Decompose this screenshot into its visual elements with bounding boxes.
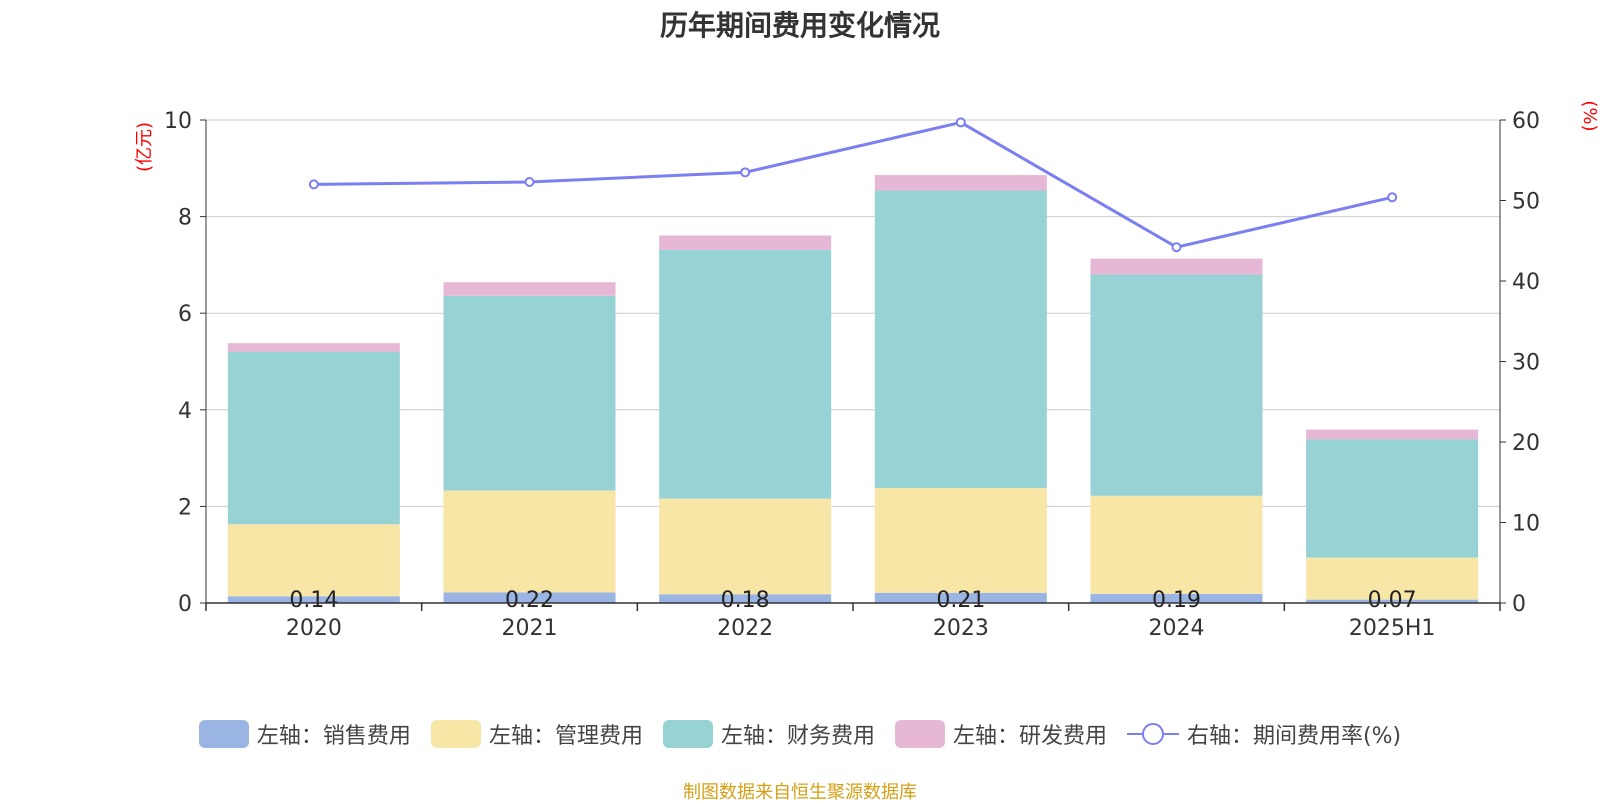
x-axis-tick-label: 2021 [502,616,558,641]
legend-label-sales: 左轴：销售费用 [256,724,411,749]
bar-segment [659,594,832,603]
right-axis-tick-label: 10 [1512,512,1540,537]
bar-segment [659,498,832,595]
left-axis-tick-label: 6 [178,302,192,327]
x-axis-tick-label: 2024 [1149,616,1205,641]
legend-item-rnd[interactable]: 左轴：研发费用 [894,718,1107,750]
bar-segment [659,235,832,250]
bar-segment [1306,599,1479,603]
bar-segment [1306,429,1479,440]
right-axis-tick-label: 40 [1512,270,1540,295]
legend-item-admin[interactable]: 左轴：管理费用 [430,718,643,750]
bar-data-label: 0.07 [1368,588,1417,613]
x-axis-tick-label: 2022 [717,616,773,641]
x-axis-tick-label: 2020 [286,616,342,641]
right-axis-tick-label: 50 [1512,190,1540,215]
rate-point [308,179,319,190]
left-axis-tick-label: 10 [164,109,192,134]
left-axis-unit-label: (亿元) [134,122,155,172]
bar-segment [227,343,400,352]
legend-label-rate: 右轴：期间费用率(%) [1186,724,1402,749]
legend-item-finance[interactable]: 左轴：财务费用 [662,718,875,750]
legend-swatch-finance [662,720,713,748]
bar-segment [443,592,616,603]
legend-item-rate[interactable]: 右轴：期间费用率(%) [1126,718,1402,750]
legend-label-rnd: 左轴：研发费用 [952,724,1107,749]
bar-segment [443,282,616,296]
bar-data-label: 0.21 [936,588,985,613]
x-axis-tick-label: 2023 [933,616,989,641]
right-axis-tick-label: 20 [1512,431,1540,456]
legend-swatch-admin [430,720,481,748]
bar-segment [227,596,400,603]
bar-data-label: 0.22 [505,588,554,613]
rate-point [1387,192,1398,203]
rate-line [313,120,1393,249]
bar-data-label: 0.14 [289,588,338,613]
right-axis-tick-label: 30 [1512,351,1540,376]
chart-title: 历年期间费用变化情况 [659,9,940,42]
right-axis-unit-label: (%) [1579,100,1600,131]
bar-segment [874,190,1047,489]
legend-label-admin: 左轴：管理费用 [488,724,643,749]
bar-segment [1090,593,1263,603]
bar-segment [227,524,400,597]
right-axis-tick-label: 60 [1512,109,1540,134]
bar-segment [659,249,832,499]
bar-segment [443,295,616,491]
bar-segment [1090,495,1263,594]
bar-segment [1090,274,1263,496]
legend-label-finance: 左轴：财务费用 [720,724,875,749]
bar-segment [1306,557,1479,600]
rate-point [740,167,751,178]
bar-segment [874,592,1047,603]
left-axis-tick-label: 0 [178,592,192,617]
legend-swatch-sales [198,720,249,748]
bar-segment [874,175,1047,191]
legend-line-marker-icon [1126,723,1179,745]
rate-point [524,176,535,187]
right-axis-tick-label: 0 [1512,592,1526,617]
left-axis-tick-label: 2 [178,495,192,520]
bar-segment [227,351,400,525]
bar-data-label: 0.19 [1152,588,1201,613]
bar-segment [874,488,1047,593]
chart-canvas: 0 2 4 6 8 10 0 10 20 30 40 50 60 (亿元) (%) 0.14 0.22 0.18 0… [134,100,1600,641]
rate-point [1171,242,1182,253]
bar-data-label: 0.18 [721,588,770,613]
left-axis-tick-label: 4 [178,399,192,424]
bar-segment [443,490,616,593]
legend-swatch-rnd [894,720,945,748]
left-axis-tick-label: 8 [178,206,192,231]
source-note: 制图数据来自恒生聚源数据库 [683,782,917,803]
legend-item-sales[interactable]: 左轴：销售费用 [198,718,411,750]
legend: 左轴：销售费用 左轴：管理费用 左轴：财务费用 左轴：研发费用 右轴：期间费用率… [0,718,1600,750]
rate-point [955,117,966,128]
x-axis-tick-label: 2025H1 [1349,616,1436,641]
bar-segment [1306,439,1479,558]
bar-segment [1090,258,1263,275]
